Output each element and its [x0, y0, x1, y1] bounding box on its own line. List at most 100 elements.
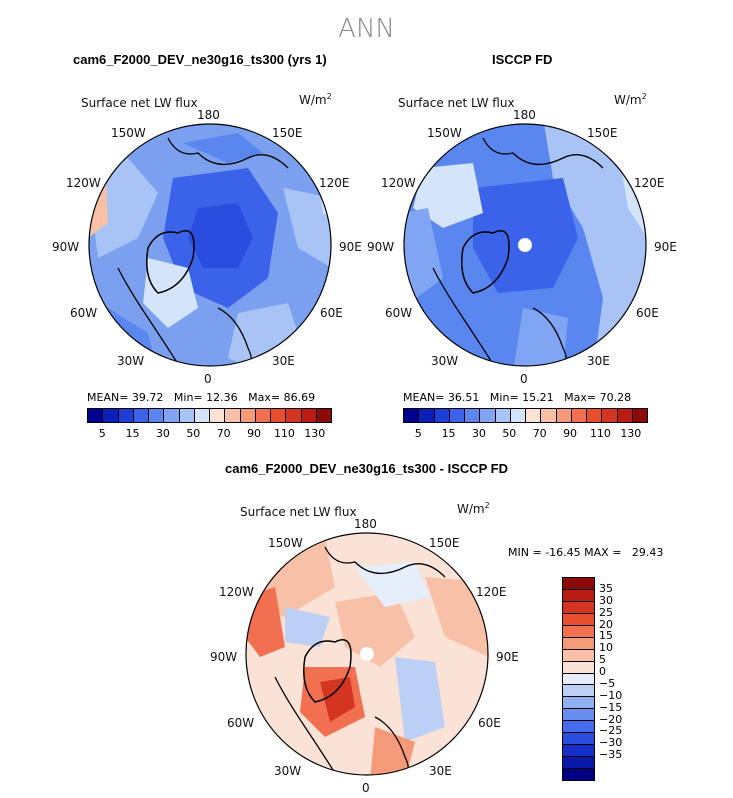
panel-2-variable: Surface net LW flux	[398, 96, 515, 110]
colorbar-swatch	[556, 409, 572, 422]
colorbar-swatch	[563, 601, 594, 614]
colorbar-tick-label: 30	[599, 593, 613, 607]
colorbar-swatch	[617, 409, 633, 422]
panel-2-lon-30e: 30E	[587, 354, 610, 368]
colorbar-tick-label: 10	[599, 641, 613, 655]
panel-3-lon-180: 180	[354, 517, 377, 531]
panel-1-stats: MEAN= 39.72 Min= 12.36 Max= 86.69	[87, 391, 316, 404]
colorbar-swatch	[541, 409, 557, 422]
colorbar-swatch	[526, 409, 542, 422]
colorbar-swatch	[563, 625, 594, 638]
colorbar-swatch	[563, 769, 594, 780]
colorbar-tick-label: 5	[414, 427, 422, 440]
colorbar-swatch	[434, 409, 450, 422]
colorbar-swatch	[587, 409, 603, 422]
colorbar-swatch	[563, 721, 594, 734]
panel-1-lon-30w: 30W	[117, 354, 145, 368]
panel-3-units: W/m2	[457, 501, 490, 516]
colorbar-swatch	[563, 661, 594, 674]
colorbar-swatch	[480, 409, 496, 422]
colorbar-swatch	[563, 685, 594, 698]
panel-1-lon-150w: 150W	[111, 126, 146, 140]
colorbar-swatch	[563, 578, 594, 590]
panel-3-lon-90e: 90E	[496, 650, 519, 664]
panel-1-map	[88, 123, 332, 367]
colorbar-swatch	[210, 409, 226, 422]
panel-1-lon-90e: 90E	[339, 240, 362, 254]
panel-2-lon-60w: 60W	[385, 306, 413, 320]
colorbar-tick-label: −5	[599, 676, 616, 690]
colorbar-tick-label: 15	[441, 427, 456, 440]
panel-3-title: cam6_F2000_DEV_ne30g16_ts300 - ISCCP FD	[224, 461, 509, 476]
colorbar-swatch	[563, 673, 594, 686]
colorbar-swatch	[563, 709, 594, 722]
colorbar-swatch	[103, 409, 119, 422]
panel-3-lon-120w: 120W	[219, 585, 254, 599]
panel-2-stats: MEAN= 36.51 Min= 15.21 Max= 70.28	[403, 391, 632, 404]
colorbar-swatch	[510, 409, 526, 422]
panel-2-lon-120e: 120E	[634, 176, 665, 190]
panel-3-lon-30e: 30E	[429, 764, 452, 778]
panel-1-units: W/m2	[299, 92, 332, 107]
panel-2-lon-30w: 30W	[431, 354, 459, 368]
panel-1-lon-60e-b: 60E	[320, 306, 343, 320]
panel-1-colorbar	[87, 408, 332, 423]
panel-1-variable: Surface net LW flux	[81, 96, 198, 110]
panel-3-lon-150e: 150E	[429, 536, 460, 550]
colorbar-swatch	[449, 409, 465, 422]
panel-2-lon-60e: 60E	[636, 306, 659, 320]
colorbar-swatch	[419, 409, 435, 422]
colorbar-swatch	[563, 589, 594, 602]
colorbar-tick-label: −15	[599, 700, 623, 714]
colorbar-tick-label: 35	[599, 581, 613, 595]
panel-3-variable: Surface net LW flux	[240, 505, 357, 519]
panel-3-lon-60w: 60W	[227, 716, 255, 730]
colorbar-swatch	[563, 757, 594, 769]
panel-2-lon-90e: 90E	[654, 240, 677, 254]
colorbar-swatch	[563, 637, 594, 650]
colorbar-tick-label: 30	[471, 427, 486, 440]
colorbar-swatch	[465, 409, 481, 422]
colorbar-swatch	[563, 697, 594, 710]
figure-title: ANN	[338, 14, 395, 44]
colorbar-swatch	[301, 409, 317, 422]
colorbar-tick-label: 110	[589, 427, 611, 440]
colorbar-tick-label: 50	[502, 427, 517, 440]
colorbar-swatch	[149, 409, 165, 422]
panel-1-lon-150e: 150E	[272, 126, 303, 140]
colorbar-swatch	[286, 409, 302, 422]
panel-2-colorbar	[403, 408, 648, 423]
colorbar-swatch	[563, 745, 594, 758]
panel-3-lon-120e: 120E	[476, 585, 507, 599]
colorbar-swatch	[133, 409, 149, 422]
colorbar-swatch	[563, 649, 594, 662]
colorbar-swatch	[563, 733, 594, 746]
colorbar-tick-label: 90	[247, 427, 262, 440]
panel-1-lon-0: 0	[204, 372, 212, 386]
panel-3-lon-0: 0	[362, 781, 370, 795]
panel-3-lon-150w: 150W	[268, 536, 303, 550]
panel-2-lon-0: 0	[520, 372, 528, 386]
colorbar-tick-label: 130	[620, 427, 642, 440]
colorbar-tick-label: 0	[599, 665, 606, 679]
panel-3-stats: MIN = -16.45 MAX = 29.43	[508, 546, 664, 559]
panel-2-map	[403, 123, 647, 367]
colorbar-tick-label: 5	[599, 653, 606, 667]
colorbar-swatch	[316, 409, 331, 422]
colorbar-tick-label: −25	[599, 724, 623, 738]
panel-2-lon-90w: 90W	[367, 240, 395, 254]
panel-2-lon-120w: 120W	[381, 176, 416, 190]
panel-3-colorbar-labels: 35 30 25 20 15 10 5 0 −5 −10 −15 −20 −25 −30 −35	[599, 577, 639, 779]
colorbar-swatch	[563, 613, 594, 626]
panel-3-lon-90w: 90W	[210, 650, 238, 664]
panel-2-units: W/m2	[614, 92, 647, 107]
colorbar-swatch	[571, 409, 587, 422]
colorbar-swatch	[240, 409, 256, 422]
colorbar-tick-label: 15	[125, 427, 140, 440]
colorbar-swatch	[179, 409, 195, 422]
colorbar-tick-label: −20	[599, 712, 623, 726]
colorbar-tick-label: 50	[186, 427, 201, 440]
colorbar-swatch	[404, 409, 420, 422]
colorbar-swatch	[495, 409, 511, 422]
panel-3-map	[245, 532, 489, 776]
